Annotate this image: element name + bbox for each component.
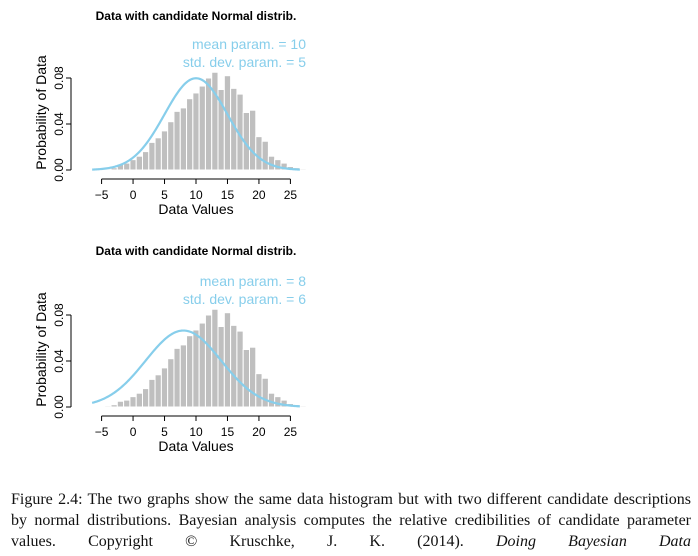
sd-annotation: std. dev. param. = 5 [183, 54, 306, 70]
histogram-bar [154, 374, 162, 408]
mean-annotation: mean param. = 8 [200, 273, 306, 289]
histogram-bar [160, 130, 169, 171]
histogram-bar [211, 71, 219, 171]
histogram-bar [167, 358, 175, 408]
mean-annotation: mean param. = 10 [192, 36, 306, 52]
histogram-bar [154, 137, 162, 171]
histogram-bar [255, 136, 263, 171]
histogram-bar [142, 388, 150, 408]
y-tick-label: 0.00 [52, 158, 66, 182]
histogram-bar [249, 109, 257, 171]
chart-title: Data with candidate Normal distrib. [96, 244, 297, 258]
x-tick-label: 25 [284, 188, 298, 202]
histogram-bar [249, 346, 257, 408]
x-tick-label: 0 [130, 188, 137, 202]
caption-label: Figure 2.4: [11, 491, 83, 508]
histogram-bar [129, 159, 137, 171]
histogram-bar [261, 140, 269, 171]
x-tick-label: −5 [95, 188, 109, 202]
histogram-bar [129, 396, 137, 408]
normal-curve [92, 77, 300, 171]
caption-text: The two graphs show the same data histog… [11, 491, 692, 550]
histogram-bar [261, 377, 269, 408]
histogram-bar [299, 168, 307, 171]
histogram-bar [148, 141, 156, 171]
histogram-bar [274, 396, 282, 408]
histogram-bar [186, 335, 194, 408]
histogram-bar [186, 98, 194, 171]
x-tick-label: 20 [252, 188, 266, 202]
histogram-bar [217, 326, 225, 408]
histogram-bar [160, 367, 169, 408]
figure-caption: Figure 2.4: The two graphs show the same… [11, 489, 691, 552]
histogram-bar [204, 314, 213, 408]
x-tick-label: 10 [189, 425, 203, 439]
histogram-bar [179, 344, 188, 408]
x-tick-label: 10 [189, 188, 203, 202]
histogram-bar [223, 312, 232, 408]
histogram-bar [204, 77, 213, 171]
histogram-bar [173, 347, 181, 408]
x-axis-label: Data Values [158, 438, 233, 454]
histogram-bar [104, 405, 112, 408]
histogram-bar [110, 404, 118, 408]
caption-copyright: Copyright © Kruschke, J. K. (2014). [88, 533, 464, 550]
y-axis-label: Probability of Data [33, 292, 49, 407]
histogram-bar [242, 349, 251, 408]
normal-curve [91, 329, 300, 408]
histogram-bar [299, 405, 307, 408]
x-tick-label: 5 [161, 425, 168, 439]
histogram-bar [148, 378, 156, 408]
histogram-bar [198, 85, 206, 171]
histogram-bar [179, 107, 188, 171]
histogram-bar [223, 75, 232, 171]
sd-annotation: std. dev. param. = 6 [183, 291, 306, 307]
histogram-bar [192, 329, 200, 408]
y-tick-label: 0.08 [52, 303, 66, 327]
y-tick-label: 0.04 [52, 349, 66, 373]
histogram-bar [135, 392, 144, 408]
histogram-bar [192, 92, 200, 171]
histogram-bar [211, 308, 219, 408]
x-tick-label: 15 [221, 425, 235, 439]
chart-title: Data with candidate Normal distrib. [96, 9, 297, 23]
histogram-bar [236, 330, 244, 408]
histogram-bar [167, 121, 175, 171]
x-tick-label: −5 [95, 425, 109, 439]
histogram-bar [198, 322, 206, 408]
chart-panel-top: Data with candidate Normal distrib. mean … [33, 9, 307, 217]
histogram-bar [116, 400, 125, 408]
chart-panel-bottom: Data with candidate Normal distrib. mean … [33, 244, 307, 454]
x-tick-label: 20 [252, 425, 266, 439]
x-axis-label: Data Values [158, 201, 233, 217]
y-tick-label: 0.08 [52, 66, 66, 90]
histogram-bar [123, 399, 131, 408]
x-tick-label: 15 [221, 188, 235, 202]
histogram-bar [255, 373, 263, 408]
figure: Data with candidate Normal distrib. mean … [33, 9, 307, 454]
y-tick-label: 0.00 [52, 395, 66, 419]
histogram-bar [135, 155, 144, 171]
histogram-bar [173, 110, 181, 171]
histogram-bar [142, 151, 150, 171]
y-tick-label: 0.04 [52, 112, 66, 136]
y-axis-label: Probability of Data [33, 55, 49, 170]
x-tick-label: 0 [130, 425, 137, 439]
histogram-bar [230, 324, 238, 408]
caption-book-title: Doing Bayesian Data [495, 533, 692, 550]
x-tick-label: 25 [284, 425, 298, 439]
x-tick-label: 5 [161, 188, 168, 202]
